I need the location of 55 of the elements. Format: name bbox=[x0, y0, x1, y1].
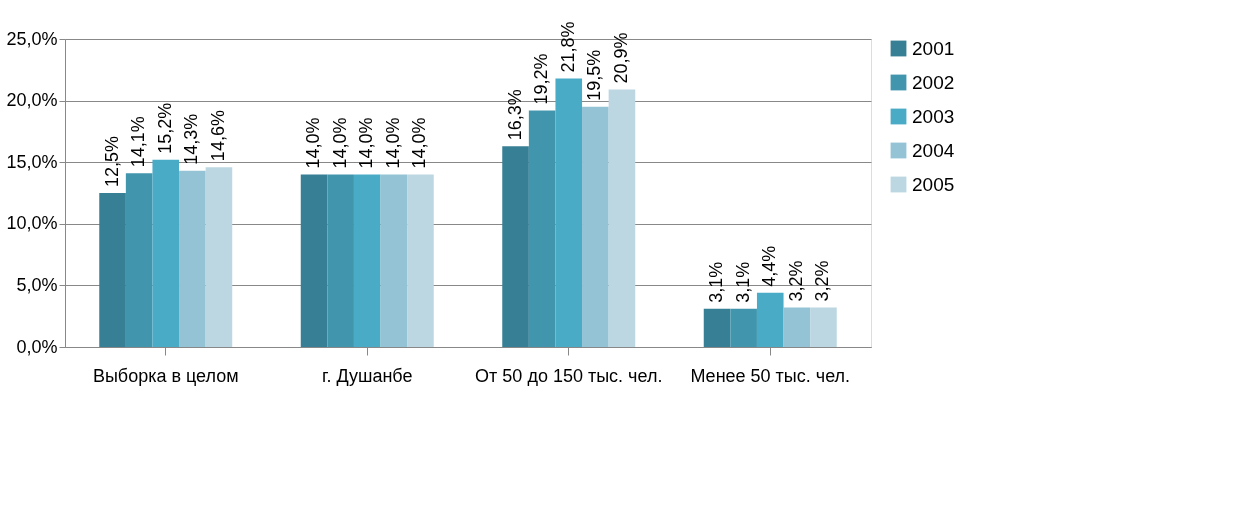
x-tick-label: Менее 50 тыс. чел. bbox=[690, 365, 851, 386]
data-label: 19,2% bbox=[531, 53, 552, 105]
legend-label: 2005 bbox=[912, 173, 955, 195]
data-label: 16,3% bbox=[504, 89, 525, 141]
data-label: 14,0% bbox=[409, 117, 430, 169]
data-label: 15,2% bbox=[154, 102, 175, 154]
bar bbox=[179, 170, 206, 347]
y-tick-label: 10,0% bbox=[6, 213, 58, 234]
bar bbox=[205, 167, 233, 347]
bar bbox=[152, 159, 180, 347]
bar bbox=[380, 174, 408, 347]
data-label: 14,0% bbox=[329, 117, 350, 169]
bar bbox=[756, 292, 784, 347]
data-label: 3,2% bbox=[785, 260, 806, 302]
x-tick-label: От 50 до 150 тыс. чел. bbox=[475, 365, 663, 386]
data-label: 12,5% bbox=[101, 135, 122, 187]
data-label: 14,1% bbox=[128, 116, 149, 168]
bar bbox=[99, 193, 126, 347]
y-tick-label: 15,0% bbox=[6, 151, 58, 172]
bar bbox=[300, 174, 328, 347]
x-tick-label: Выборка в целом bbox=[92, 365, 239, 386]
bar bbox=[730, 308, 757, 347]
y-tick-label: 25,0% bbox=[6, 28, 58, 49]
legend-label: 2001 bbox=[912, 37, 955, 59]
bar bbox=[407, 174, 434, 347]
legend-label: 2003 bbox=[912, 105, 955, 127]
bar bbox=[582, 106, 609, 347]
bar bbox=[502, 146, 529, 347]
bar bbox=[555, 78, 583, 347]
data-label: 19,5% bbox=[584, 49, 605, 101]
bar bbox=[703, 308, 731, 347]
data-label: 14,0% bbox=[303, 117, 324, 169]
legend-label: 2004 bbox=[912, 139, 955, 161]
data-label: 14,3% bbox=[181, 113, 202, 165]
data-label: 3,2% bbox=[812, 260, 833, 302]
data-label: 14,0% bbox=[356, 117, 377, 169]
bar bbox=[783, 307, 811, 347]
bar bbox=[353, 174, 381, 347]
bar bbox=[528, 110, 556, 347]
legend-label: 2002 bbox=[912, 71, 955, 93]
y-tick-label: 5,0% bbox=[16, 274, 58, 295]
bar bbox=[608, 89, 636, 347]
data-label: 14,0% bbox=[382, 117, 403, 169]
bar bbox=[810, 307, 837, 347]
data-label: 3,1% bbox=[732, 261, 753, 303]
bar bbox=[125, 173, 153, 347]
x-tick-label: г. Душанбе bbox=[322, 365, 413, 386]
y-tick-label: 0,0% bbox=[16, 336, 58, 357]
data-label: 20,9% bbox=[610, 32, 631, 84]
data-label: 21,8% bbox=[557, 21, 578, 73]
y-tick-label: 20,0% bbox=[6, 90, 58, 111]
data-label: 4,4% bbox=[759, 245, 780, 287]
data-label: 3,1% bbox=[706, 261, 727, 303]
bar bbox=[327, 174, 354, 347]
data-label: 14,6% bbox=[207, 110, 228, 162]
